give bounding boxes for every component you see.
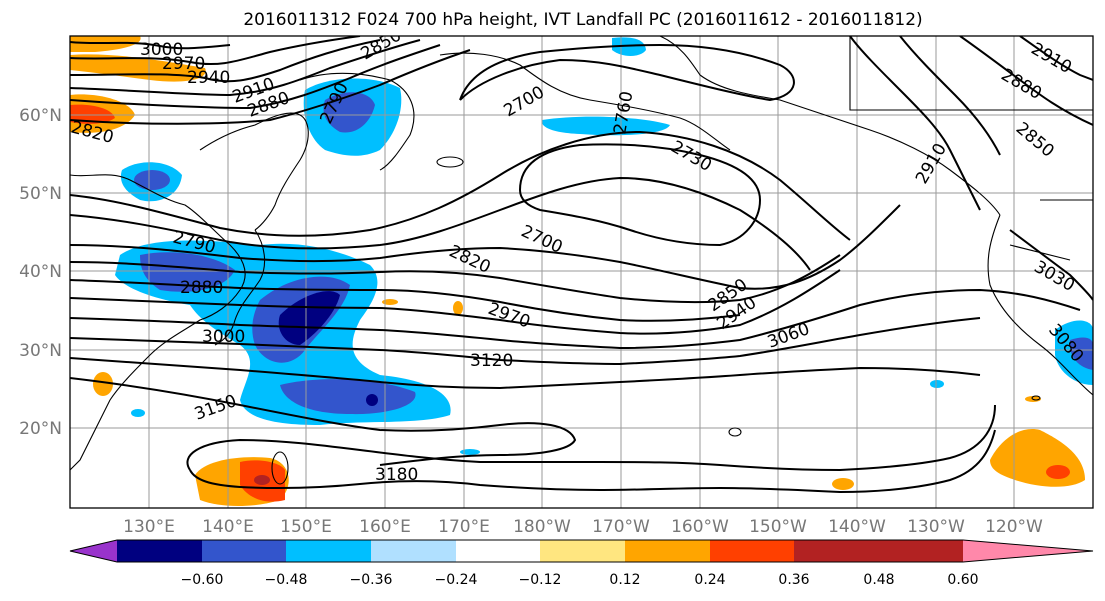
lon-label-160w: 160°W [671,517,729,537]
lon-label-120w: 120°W [985,517,1043,537]
colorbar-segment [456,540,540,562]
shading-orange-north-1 [70,36,141,52]
lon-label-150w: 150°W [749,517,807,537]
colorbar-extend-low [70,540,117,562]
colorbar-tick: −0.60 [181,572,224,588]
colorbar-tick: 0.60 [947,572,978,588]
colorbar-segment [710,540,794,562]
colorbar-tick: −0.12 [519,572,562,588]
coastlines [70,36,1093,485]
colorbar-segment [625,540,710,562]
colorbar-tick: −0.24 [435,572,478,588]
shading-darkred-south [254,475,270,485]
shading-light-blue-small [930,380,944,388]
lon-label-180w: 180°W [513,517,571,537]
contour-label: 3000 [202,327,245,347]
shading-red-east [1046,465,1070,479]
shading-red-north-3 [70,104,115,124]
lat-label-60n: 60°N [19,106,62,126]
shading-light-blue-tiny [460,449,480,455]
shading-light-blue-bering [541,116,670,136]
lat-label-30n: 30°N [19,341,62,361]
lon-label-130e: 130°E [123,517,175,537]
colorbar-tick: 0.24 [694,572,725,588]
contour-label: 3180 [375,465,418,485]
shading-light-blue-small-west [131,409,145,417]
lat-label-20n: 20°N [19,419,62,439]
colorbar-tick: −0.48 [265,572,308,588]
lon-label-170e: 170°E [438,517,490,537]
colorbar-segment [286,540,371,562]
colorbar-segment [794,540,879,562]
colorbar-segment [202,540,286,562]
shading-medium-blue-california [1069,337,1093,370]
shading-orange-tiny-3 [832,478,854,490]
longitude-labels: 130°E 140°E 150°E 160°E 170°E 180°W 170°… [123,517,1043,537]
colorbar-tick-labels: −0.60 −0.48 −0.36 −0.24 −0.12 0.12 0.24 … [181,572,979,588]
negative-anomaly-regions [115,37,1093,455]
colorbar-extend-high [963,540,1093,562]
lat-label-50n: 50°N [19,184,62,204]
colorbar: −0.60 −0.48 −0.36 −0.24 −0.12 0.12 0.24 … [69,539,1094,588]
contour-label: 2970 [162,54,205,74]
colorbar-segment [879,540,963,562]
colorbar-tick: −0.36 [350,572,393,588]
contour-label: 3000 [140,40,183,60]
lat-label-40n: 40°N [19,262,62,282]
shading-medium-blue-japan [140,252,235,292]
contour-label: 3120 [470,351,513,371]
shading-orange-tiny-2 [453,301,463,315]
colorbar-tick: 0.12 [609,572,640,588]
lon-label-140w: 140°W [828,517,886,537]
lon-label-170w: 170°W [592,517,650,537]
shading-medium-blue-kamchatka [323,92,375,133]
map-area: 3000 2970 2940 2910 2880 2850 2820 2790 … [70,36,1093,508]
lon-label-160e: 160°E [359,517,411,537]
colorbar-tick: 0.36 [778,572,809,588]
shading-medium-blue-siberia [134,170,170,190]
lon-label-150e: 150°E [280,517,332,537]
shading-dark-blue-south [366,394,378,406]
lon-label-140e: 140°E [202,517,254,537]
height-contours [70,36,1093,494]
shading-dark-blue-core [278,291,340,345]
shading-orange-tiny-1 [382,299,398,305]
colorbar-tick: 0.48 [863,572,894,588]
shading-orange-small-west [93,372,113,396]
colorbar-segment [540,540,625,562]
map-frame [69,35,1094,509]
figure-title: 2016011312 F024 700 hPa height, IVT Land… [243,10,922,30]
latitude-labels: 60°N 50°N 40°N 30°N 20°N [19,106,62,439]
colorbar-segment [117,540,202,562]
lon-label-130w: 130°W [907,517,965,537]
contour-label: 2880 [180,278,223,298]
colorbar-segment [371,540,456,562]
shading-medium-blue-south [280,379,416,415]
contour-label: 2940 [187,68,230,88]
